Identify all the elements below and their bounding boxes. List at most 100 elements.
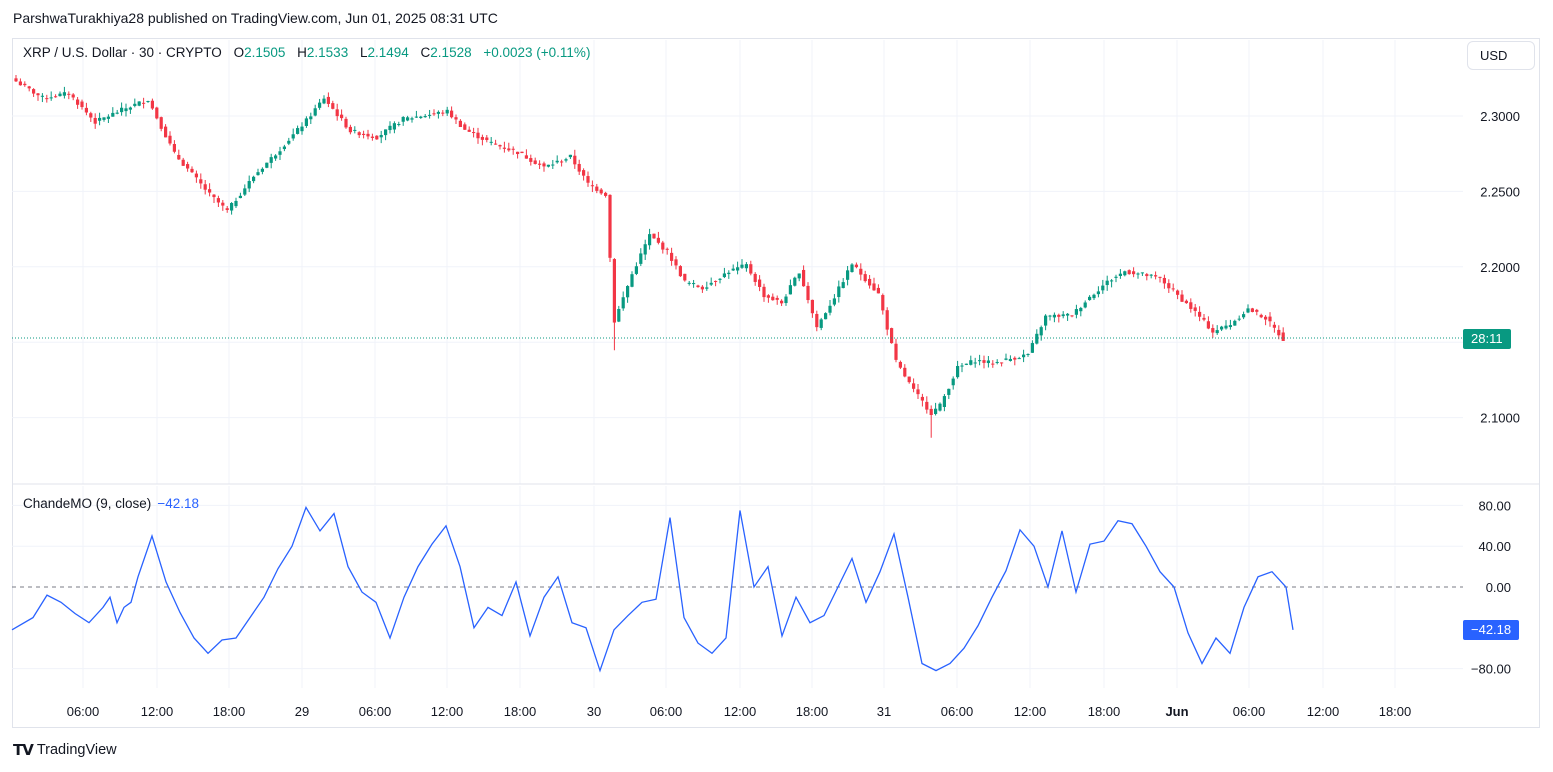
candle-body <box>872 283 876 291</box>
candle-body <box>1061 314 1065 317</box>
time-tick-label: 12:00 <box>1307 704 1340 719</box>
candle-body <box>1096 291 1100 295</box>
candle-body <box>1088 296 1092 301</box>
candle-body <box>586 176 590 183</box>
candle-body <box>111 112 115 117</box>
candle-body <box>612 259 616 323</box>
candle-body <box>23 83 27 86</box>
candle-body <box>115 112 119 114</box>
candle-body <box>58 93 62 97</box>
candle-body <box>366 133 370 137</box>
candle-body <box>194 173 198 178</box>
candle-body <box>1123 271 1127 276</box>
candle-body <box>956 365 960 378</box>
candle-body <box>995 361 999 363</box>
candle-body <box>54 96 58 98</box>
price-tick-label: 2.2500 <box>1480 184 1520 199</box>
symbol-header[interactable]: XRP / U.S. Dollar · 30 · CRYPTO O2.1505 … <box>23 45 590 60</box>
candle-body <box>766 295 770 298</box>
candle-body <box>1237 318 1241 320</box>
candle-body <box>608 194 612 258</box>
candle-body <box>1180 294 1184 302</box>
candle-body <box>84 107 88 113</box>
indicator-value-tag: −42.18 <box>1463 620 1520 640</box>
candle-body <box>260 168 264 172</box>
candle-body <box>106 116 110 119</box>
price-tick-label: 2.1000 <box>1480 411 1520 426</box>
price-countdown-tag: 28:11 <box>1463 329 1511 349</box>
candle-body <box>489 141 493 143</box>
currency-button[interactable]: USD <box>1467 41 1535 70</box>
candle-body <box>973 362 977 364</box>
indicator-header[interactable]: ChandeMO (9, close) −42.18 <box>23 496 199 511</box>
indicator-tick-label: 40.00 <box>1478 539 1511 554</box>
candle-body <box>982 360 986 363</box>
candle-body <box>868 278 872 286</box>
candle-body <box>1008 358 1012 361</box>
candle-body <box>186 164 190 169</box>
candle-body <box>142 102 146 104</box>
candle-body <box>920 396 924 401</box>
candle-body <box>925 401 929 410</box>
time-axis[interactable]: 06:00 12:00 18:00 29 06:00 12:00 18:00 30 06:00 1… <box>67 704 1412 719</box>
candle-body <box>1264 316 1268 320</box>
candle-body <box>881 295 885 311</box>
candle-body <box>1057 314 1061 317</box>
high-label: H <box>297 45 307 60</box>
time-tick-label: 06:00 <box>941 704 974 719</box>
candle-body <box>414 116 418 118</box>
candle-body <box>102 117 106 120</box>
candle-body <box>27 86 31 89</box>
candle-body <box>296 128 300 134</box>
candle-body <box>278 151 282 155</box>
candle-body <box>1189 302 1193 309</box>
candle-body <box>916 389 920 395</box>
candle-body <box>423 116 427 118</box>
candle-body <box>1105 280 1109 286</box>
candle-body <box>49 97 53 99</box>
candle-body <box>969 360 973 365</box>
candle-body <box>89 113 93 118</box>
candle-body <box>445 109 449 114</box>
candle-body <box>736 267 740 271</box>
candle-body <box>947 388 951 395</box>
candle-body <box>542 163 546 167</box>
indicator-axis[interactable]: 80.00 40.00 0.00 −80.00 <box>1471 498 1511 676</box>
candle-body <box>318 102 322 108</box>
price-axis[interactable]: 2.3000 2.2500 2.2000 2.1000 <box>1480 109 1520 426</box>
time-tick-label: 12:00 <box>724 704 757 719</box>
candlestick-series <box>14 74 1285 438</box>
indicator-name: ChandeMO (9, close) <box>23 496 152 511</box>
candle-body <box>388 125 392 131</box>
candle-body <box>133 103 137 106</box>
candle-body <box>520 151 524 154</box>
candle-body <box>1127 270 1131 275</box>
candle-body <box>335 109 339 117</box>
candle-body <box>1039 327 1043 336</box>
candle-body <box>1184 300 1188 304</box>
time-tick-label: 29 <box>295 704 309 719</box>
candle-body <box>392 123 396 130</box>
candle-body <box>1193 307 1197 311</box>
candle-body <box>137 101 141 106</box>
chart-frame[interactable] <box>12 38 1540 728</box>
candle-body <box>797 273 801 279</box>
candle-body <box>199 179 203 184</box>
candle-body <box>700 286 704 290</box>
candle-body <box>1004 358 1008 360</box>
candle-body <box>252 176 256 182</box>
candle-body <box>630 274 634 287</box>
candle-body <box>621 297 625 309</box>
candle-body <box>1171 288 1175 290</box>
candle-body <box>168 135 172 144</box>
candle-body <box>326 96 330 104</box>
candle-body <box>71 94 75 98</box>
candle-body <box>749 264 753 274</box>
candle-body <box>322 98 326 104</box>
candle-body <box>150 100 154 109</box>
tradingview-brand[interactable]: 𝗧𝗩 TradingView <box>13 741 117 759</box>
candle-body <box>401 116 405 122</box>
candle-body <box>753 273 757 282</box>
candle-body <box>692 283 696 285</box>
